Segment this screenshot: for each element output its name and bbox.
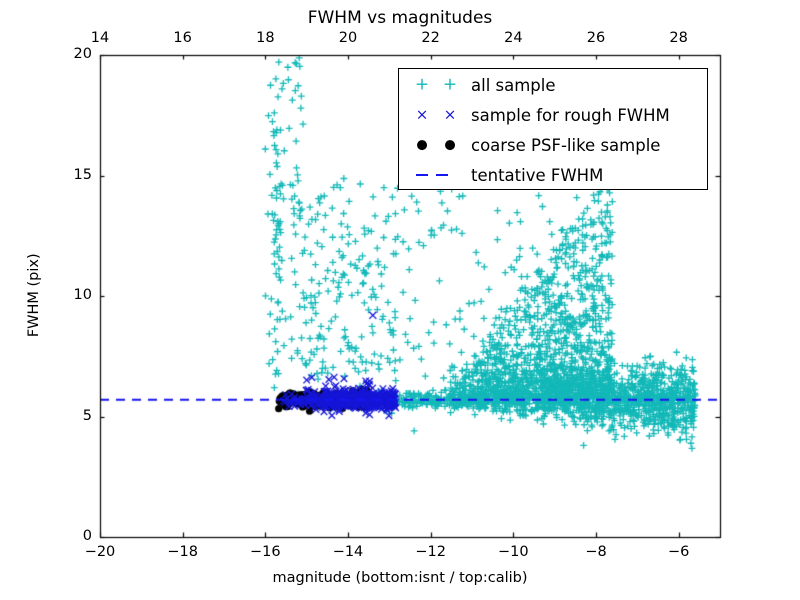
y-tick-label: 10 [73, 287, 92, 303]
legend-item: tentative FWHM [399, 160, 707, 190]
legend-item: × × sample for rough FWHM [399, 100, 707, 130]
x-tick-label-bottom: −14 [332, 544, 364, 560]
legend-marker-x-icon: × × [415, 105, 457, 124]
x-tick-label-top: 24 [504, 30, 523, 46]
legend-item-label: all sample [471, 75, 556, 95]
x-tick-label-bottom: −8 [585, 544, 607, 560]
legend: + + all sample × × sample for rough FWHM ● ● coa… [398, 68, 708, 190]
x-tick-label-top: 26 [586, 30, 606, 46]
y-tick-label: 15 [73, 166, 92, 183]
x-tick-label-bottom: −10 [498, 544, 529, 560]
x-tick-label-bottom: −20 [84, 544, 116, 560]
x-tick-label-bottom: −6 [667, 544, 690, 560]
x-tick-label-top: 20 [338, 30, 358, 46]
x-tick-label-bottom: −16 [250, 544, 281, 560]
legend-marker-plus-icon: + + [414, 74, 458, 95]
y-tick-label: 20 [73, 46, 92, 62]
legend-item: + + all sample [399, 70, 707, 100]
x-axis-label-bottom: magnitude (bottom:isnt / top:calib) [272, 570, 528, 586]
x-tick-label-top: 28 [669, 30, 688, 46]
y-tick-label: 5 [82, 407, 92, 424]
y-tick-label: 0 [82, 528, 92, 544]
x-tick-label-top: 18 [256, 30, 275, 46]
x-tick-label-top: 22 [421, 30, 440, 46]
page-title: FWHM vs magnitudes [307, 8, 493, 28]
x-tick-label-top: 14 [90, 30, 110, 46]
legend-marker-circle-icon: ● ● [416, 137, 456, 153]
x-tick-label-top: 16 [173, 30, 192, 46]
legend-item-label: coarse PSF-like sample [471, 135, 661, 155]
x-tick-label-bottom: −12 [415, 544, 446, 560]
x-tick-label-bottom: −18 [167, 544, 198, 560]
legend-marker-dashed-line-icon [399, 160, 471, 190]
legend-item-label: sample for rough FWHM [471, 105, 670, 125]
legend-item: ● ● coarse PSF-like sample [399, 130, 707, 160]
legend-item-label: tentative FWHM [471, 165, 604, 185]
